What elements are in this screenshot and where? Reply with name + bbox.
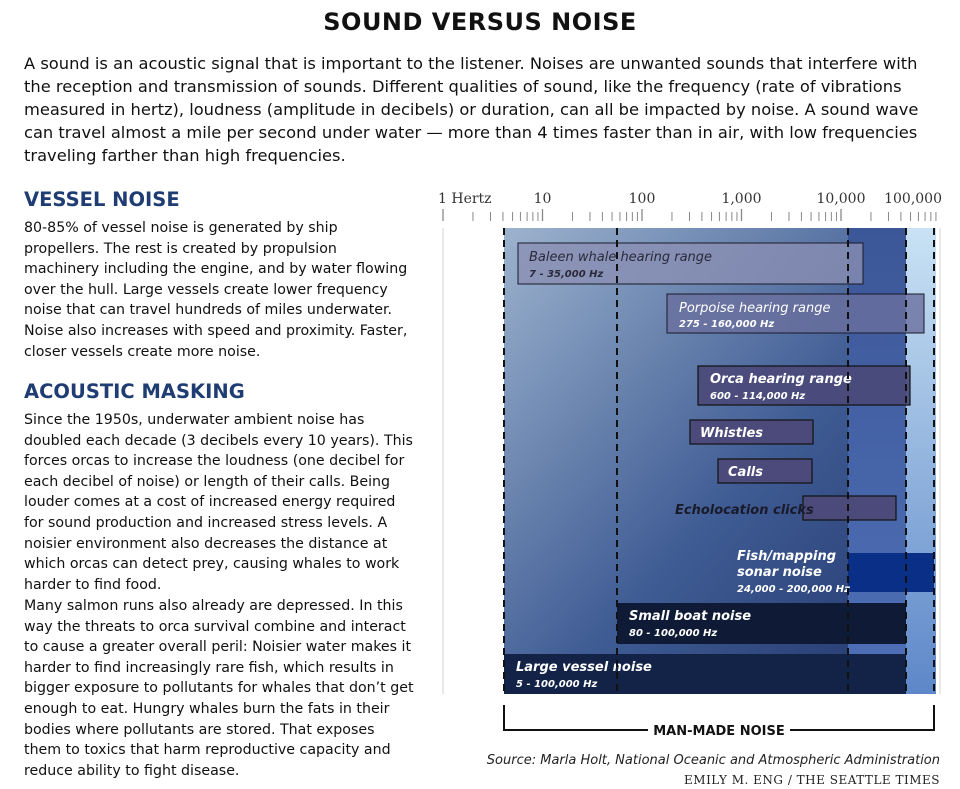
sonar-noise-bar bbox=[848, 553, 934, 592]
vessel-noise-text: 80-85% of vessel noise is generated by s… bbox=[24, 220, 408, 360]
porpoise-range: 275 - 160,000 Hz bbox=[679, 319, 774, 330]
orca-range: 600 - 114,000 Hz bbox=[710, 391, 805, 402]
credit-line: EMILY M. ENG / THE SEATTLE TIMES bbox=[684, 773, 940, 787]
baleen-whale-bar bbox=[517, 242, 864, 285]
large-vessel-noise-bar bbox=[504, 654, 906, 694]
axis-tick-label: 10,000 bbox=[817, 191, 866, 207]
axis-ticks bbox=[442, 209, 937, 221]
acoustic-masking-heading: ACOUSTIC MASKING bbox=[24, 380, 245, 403]
page-title: SOUND VERSUS NOISE bbox=[323, 8, 637, 36]
axis-tick-label: 1 Hertz bbox=[438, 191, 492, 207]
orca-label: Orca hearing range bbox=[710, 372, 852, 387]
echolocation-label: Echolocation clicks bbox=[675, 503, 814, 518]
large-vessel-range: 5 - 100,000 Hz bbox=[516, 679, 597, 690]
baleen-whale-range: 7 - 35,000 Hz bbox=[529, 269, 604, 280]
acoustic-masking-text-1: Since the 1950s, underwater ambient nois… bbox=[24, 412, 413, 593]
sonar-label-line2: sonar noise bbox=[737, 565, 822, 580]
small-boat-range: 80 - 100,000 Hz bbox=[629, 628, 717, 639]
orca-bar bbox=[697, 365, 911, 406]
porpoise-bar bbox=[666, 293, 925, 334]
intro-paragraph: A sound is an acoustic signal that is im… bbox=[24, 54, 919, 165]
range-dashed-lines bbox=[503, 228, 935, 694]
sonar-label-line1: Fish/mapping bbox=[737, 549, 836, 564]
axis-tick-label: 1,000 bbox=[721, 191, 761, 207]
calls-label: Calls bbox=[728, 465, 763, 480]
calls-bar bbox=[717, 458, 813, 484]
man-made-noise-label: MAN-MADE NOISE bbox=[653, 724, 784, 739]
small-boat-label: Small boat noise bbox=[629, 609, 751, 624]
man-made-noise-bracket bbox=[503, 705, 935, 731]
axis-tick-label: 10 bbox=[534, 191, 552, 207]
whistles-bar bbox=[689, 419, 814, 445]
source-note: Source: Marla Holt, National Oceanic and… bbox=[487, 753, 940, 768]
axis-tick-labels: 1 Hertz 10 100 1,000 10,000 100,000 bbox=[438, 191, 942, 207]
sonar-range: 24,000 - 200,000 Hz bbox=[737, 584, 850, 595]
echolocation-bar bbox=[802, 495, 897, 521]
small-boat-noise-bar bbox=[617, 603, 906, 644]
whistles-label: Whistles bbox=[700, 426, 763, 441]
porpoise-label: Porpoise hearing range bbox=[679, 301, 830, 316]
baleen-whale-label: Baleen whale hearing range bbox=[529, 250, 712, 265]
acoustic-masking-text-2: Many salmon runs also already are depres… bbox=[24, 598, 414, 779]
vessel-noise-heading: VESSEL NOISE bbox=[24, 188, 180, 211]
large-vessel-label: Large vessel noise bbox=[516, 660, 652, 675]
axis-tick-label: 100,000 bbox=[884, 191, 942, 207]
axis-tick-label: 100 bbox=[629, 191, 656, 207]
